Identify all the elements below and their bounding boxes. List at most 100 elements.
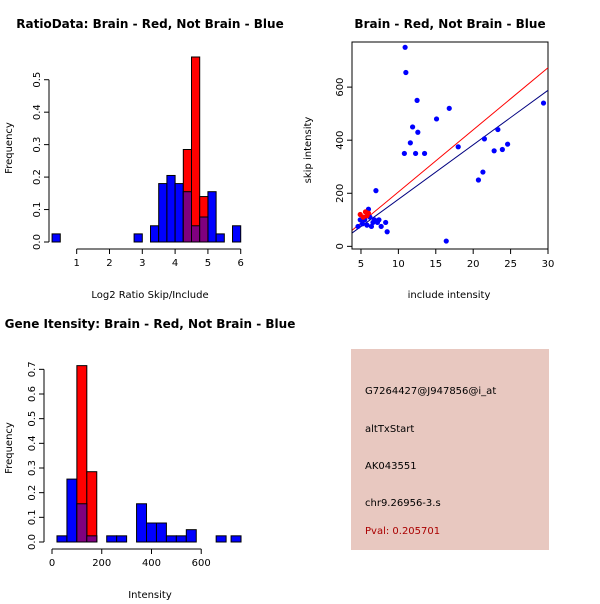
scatter-y-tick-label-1: 200 bbox=[335, 184, 346, 203]
ratio-y-tick-label-1: 0.1 bbox=[32, 202, 43, 218]
probe-id: G7264427@J947856@i_at bbox=[365, 386, 497, 397]
scatter-point-notbrain-0 bbox=[355, 223, 361, 230]
gene-title: Gene Itensity: Brain - Red, Not Brain - … bbox=[5, 317, 296, 331]
gene-notbrain-bar-4 bbox=[106, 535, 118, 543]
ratio-y-tick-label-4: 0.4 bbox=[32, 104, 43, 120]
accession: AK043551 bbox=[365, 461, 417, 472]
scatter-fit-line-0 bbox=[351, 67, 549, 231]
ratio-x-label: Log2 Ratio Skip/Include bbox=[91, 290, 208, 301]
scatter-point-notbrain-10 bbox=[373, 188, 379, 194]
scatter-point-notbrain-26 bbox=[443, 238, 449, 244]
ratio-notbrain-bar-3 bbox=[158, 183, 168, 243]
ratio-overlap-bar-6 bbox=[182, 191, 193, 243]
gene-notbrain-bar-10 bbox=[175, 535, 187, 543]
scatter-point-notbrain-31 bbox=[481, 136, 488, 142]
ratio-title: RatioData: Brain - Red, Not Brain - Blue bbox=[16, 17, 283, 31]
ratio-notbrain-bar-9 bbox=[207, 191, 217, 243]
ratio-x-tick-label-2: 3 bbox=[139, 258, 145, 269]
gene-y-tick-label-0: 0.0 bbox=[27, 534, 38, 550]
ratio-notbrain-bar-4 bbox=[166, 174, 176, 243]
gene-y-tick-label-4: 0.4 bbox=[27, 435, 38, 451]
ratio-notbrain-bar-5 bbox=[174, 183, 184, 243]
event-type: altTxStart bbox=[365, 424, 415, 435]
ratio-overlap-bar-8 bbox=[199, 216, 209, 243]
scatter-point-notbrain-30 bbox=[480, 169, 486, 175]
scatter-point-notbrain-33 bbox=[495, 126, 501, 133]
scatter-x-label: include intensity bbox=[408, 290, 491, 301]
gene-brain-bar-1 bbox=[86, 471, 98, 543]
ratio-brain-bar-1 bbox=[191, 56, 201, 243]
gene-x-tick-label-3: 600 bbox=[192, 558, 211, 569]
gene-histogram: Gene Itensity: Brain - Red, Not Brain - … bbox=[4, 317, 296, 601]
scatter-x-tick-label-0: 5 bbox=[358, 259, 364, 270]
ratio-x-tick-label-3: 4 bbox=[172, 258, 178, 269]
gene-notbrain-bar-5 bbox=[116, 535, 128, 543]
scatter-point-notbrain-2 bbox=[359, 221, 366, 227]
gene-y-axis: 0.0 0.1 0.2 0.3 0.4 0.5 0.6 0.7 bbox=[27, 361, 45, 550]
gene-notbrain-bar-12 bbox=[215, 535, 227, 543]
gene-notbrain-bar-9 bbox=[165, 535, 177, 543]
scatter-fit-line-1 bbox=[351, 89, 549, 234]
gene-notbrain-bar-11 bbox=[185, 529, 197, 543]
gene-bars bbox=[56, 365, 242, 543]
scatter-point-notbrain-20 bbox=[409, 124, 416, 130]
scatter-point-notbrain-28 bbox=[455, 144, 461, 150]
scatter-y-tick-label-3: 600 bbox=[335, 78, 346, 97]
gene-notbrain-bar-6 bbox=[136, 503, 148, 543]
scatter-point-notbrain-13 bbox=[378, 223, 384, 230]
gene-y-label: Frequency bbox=[4, 422, 15, 474]
probe-info-panel: G7264427@J947856@i_at altTxStart AK04355… bbox=[351, 349, 549, 550]
scatter-x-tick-label-1: 10 bbox=[392, 259, 405, 270]
gene-notbrain-bar-8 bbox=[155, 522, 167, 543]
gene-notbrain-bar-1 bbox=[66, 478, 78, 543]
scatter-point-notbrain-22 bbox=[414, 97, 420, 103]
scatter-point-notbrain-16 bbox=[401, 150, 407, 157]
scatter-point-notbrain-24 bbox=[421, 150, 428, 157]
scatter-point-notbrain-32 bbox=[491, 148, 497, 154]
scatter-point-notbrain-29 bbox=[475, 177, 482, 183]
ratio-x-tick-label-4: 5 bbox=[205, 258, 211, 269]
scatter-point-notbrain-7 bbox=[368, 223, 375, 230]
scatter-point-notbrain-23 bbox=[415, 129, 421, 135]
ratio-x-axis: 1 2 3 4 5 6 bbox=[73, 248, 244, 269]
ratio-notbrain-bar-0 bbox=[51, 233, 61, 243]
scatter-y-label: skip intensity bbox=[303, 117, 314, 184]
scatter-x-tick-label-3: 20 bbox=[467, 259, 480, 270]
ratio-bars bbox=[51, 56, 242, 243]
gene-y-tick-label-7: 0.7 bbox=[27, 361, 38, 377]
gene-notbrain-bar-13 bbox=[230, 535, 242, 543]
scatter-point-notbrain-19 bbox=[407, 140, 413, 146]
gene-x-axis: 0 200 400 600 bbox=[49, 548, 211, 569]
scatter-point-notbrain-15 bbox=[384, 229, 390, 235]
scatter-point-notbrain-4 bbox=[364, 222, 370, 228]
scatter-point-notbrain-35 bbox=[505, 141, 511, 147]
ratio-overlap-bar-7 bbox=[191, 225, 201, 243]
scatter-x-tick-label-4: 25 bbox=[504, 259, 517, 270]
scatter-point-notbrain-36 bbox=[540, 100, 547, 106]
genomic-location: chr9.26956-3.s bbox=[365, 498, 441, 509]
scatter-point-notbrain-25 bbox=[433, 116, 440, 122]
scatter-y-axis: 0 200 400 600 bbox=[335, 78, 353, 250]
ratio-notbrain-bar-2 bbox=[150, 225, 160, 243]
scatter-y-tick-label-2: 400 bbox=[335, 131, 346, 150]
scatter-point-notbrain-18 bbox=[403, 69, 409, 76]
gene-x-tick-label-0: 0 bbox=[49, 558, 55, 569]
ratio-notbrain-bar-1 bbox=[133, 233, 143, 243]
scatter-x-tick-label-2: 15 bbox=[429, 259, 442, 270]
ratio-y-axis: 0.0 0.1 0.2 0.3 0.4 0.5 bbox=[32, 72, 50, 250]
gene-y-tick-label-2: 0.2 bbox=[27, 485, 38, 501]
ratio-x-tick-label-5: 6 bbox=[238, 258, 244, 269]
scatter-point-notbrain-12 bbox=[376, 217, 382, 223]
gene-x-tick-label-2: 400 bbox=[142, 558, 161, 569]
scatter-point-notbrain-17 bbox=[402, 44, 408, 50]
gene-y-tick-label-1: 0.1 bbox=[27, 509, 38, 525]
gene-y-tick-label-6: 0.6 bbox=[27, 386, 38, 402]
ratio-y-tick-label-3: 0.3 bbox=[32, 137, 43, 153]
ratio-x-tick-label-1: 2 bbox=[106, 258, 112, 269]
gene-notbrain-bar-0 bbox=[56, 535, 68, 543]
scatter-fit-lines bbox=[351, 67, 549, 234]
gene-x-label: Intensity bbox=[128, 590, 172, 600]
gene-notbrain-bar-7 bbox=[146, 522, 157, 543]
scatter-points bbox=[355, 44, 547, 244]
